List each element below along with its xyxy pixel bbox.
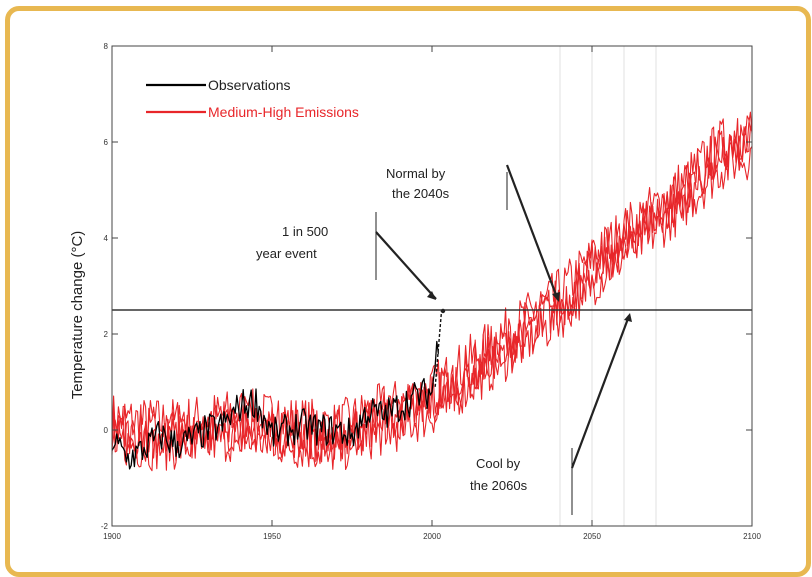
y-tick-label: 0 bbox=[104, 426, 109, 435]
annotation-cool-arrow bbox=[570, 315, 631, 469]
x-tick-label: 1950 bbox=[263, 532, 281, 541]
annotation-normal-line1: Normal by bbox=[386, 166, 446, 181]
annotation-normal-line2: the 2040s bbox=[392, 186, 450, 201]
y-tick-label: -2 bbox=[101, 522, 109, 531]
annotation-1in500-line2: year event bbox=[256, 246, 317, 261]
y-axis-label: Temperature change (°C) bbox=[69, 231, 86, 400]
annotation-normal-arrow bbox=[505, 164, 560, 301]
annotation-1in500-line1: 1 in 500 bbox=[282, 224, 328, 239]
series-line-emissions-member bbox=[111, 115, 753, 453]
annotation-cool-line1: Cool by bbox=[476, 456, 521, 471]
series-layer bbox=[111, 111, 753, 472]
y-tick-label: 6 bbox=[104, 138, 109, 147]
observations-final-jump bbox=[434, 309, 443, 387]
annotation-normal-arrowhead bbox=[552, 292, 560, 302]
y-tick-label: 4 bbox=[104, 234, 109, 243]
series-line-observations bbox=[111, 340, 440, 470]
legend-label-observations: Observations bbox=[208, 77, 290, 93]
reference-vlines bbox=[559, 46, 657, 526]
x-tick-label: 1900 bbox=[103, 532, 121, 541]
x-tick-label: 2000 bbox=[423, 532, 441, 541]
annotation-cool-line2: the 2060s bbox=[470, 478, 528, 493]
annotation-1in500-arrow bbox=[375, 231, 437, 300]
annotation-cool-arrowhead bbox=[624, 313, 632, 322]
legend-label-emissions: Medium-High Emissions bbox=[208, 104, 359, 120]
series-line-emissions-member bbox=[111, 126, 753, 463]
axis-ticks: 1900 1950 2000 2050 2100 -2 0 2 4 6 8 bbox=[101, 42, 762, 541]
annotation-1in500-arrowhead bbox=[427, 291, 436, 300]
event-marker bbox=[440, 308, 446, 314]
y-tick-label: 8 bbox=[104, 42, 109, 51]
chart-frame bbox=[5, 6, 811, 577]
series-line-emissions-member bbox=[111, 111, 753, 463]
x-tick-label: 2050 bbox=[583, 532, 601, 541]
y-tick-label: 2 bbox=[104, 330, 109, 339]
x-tick-label: 2100 bbox=[743, 532, 761, 541]
